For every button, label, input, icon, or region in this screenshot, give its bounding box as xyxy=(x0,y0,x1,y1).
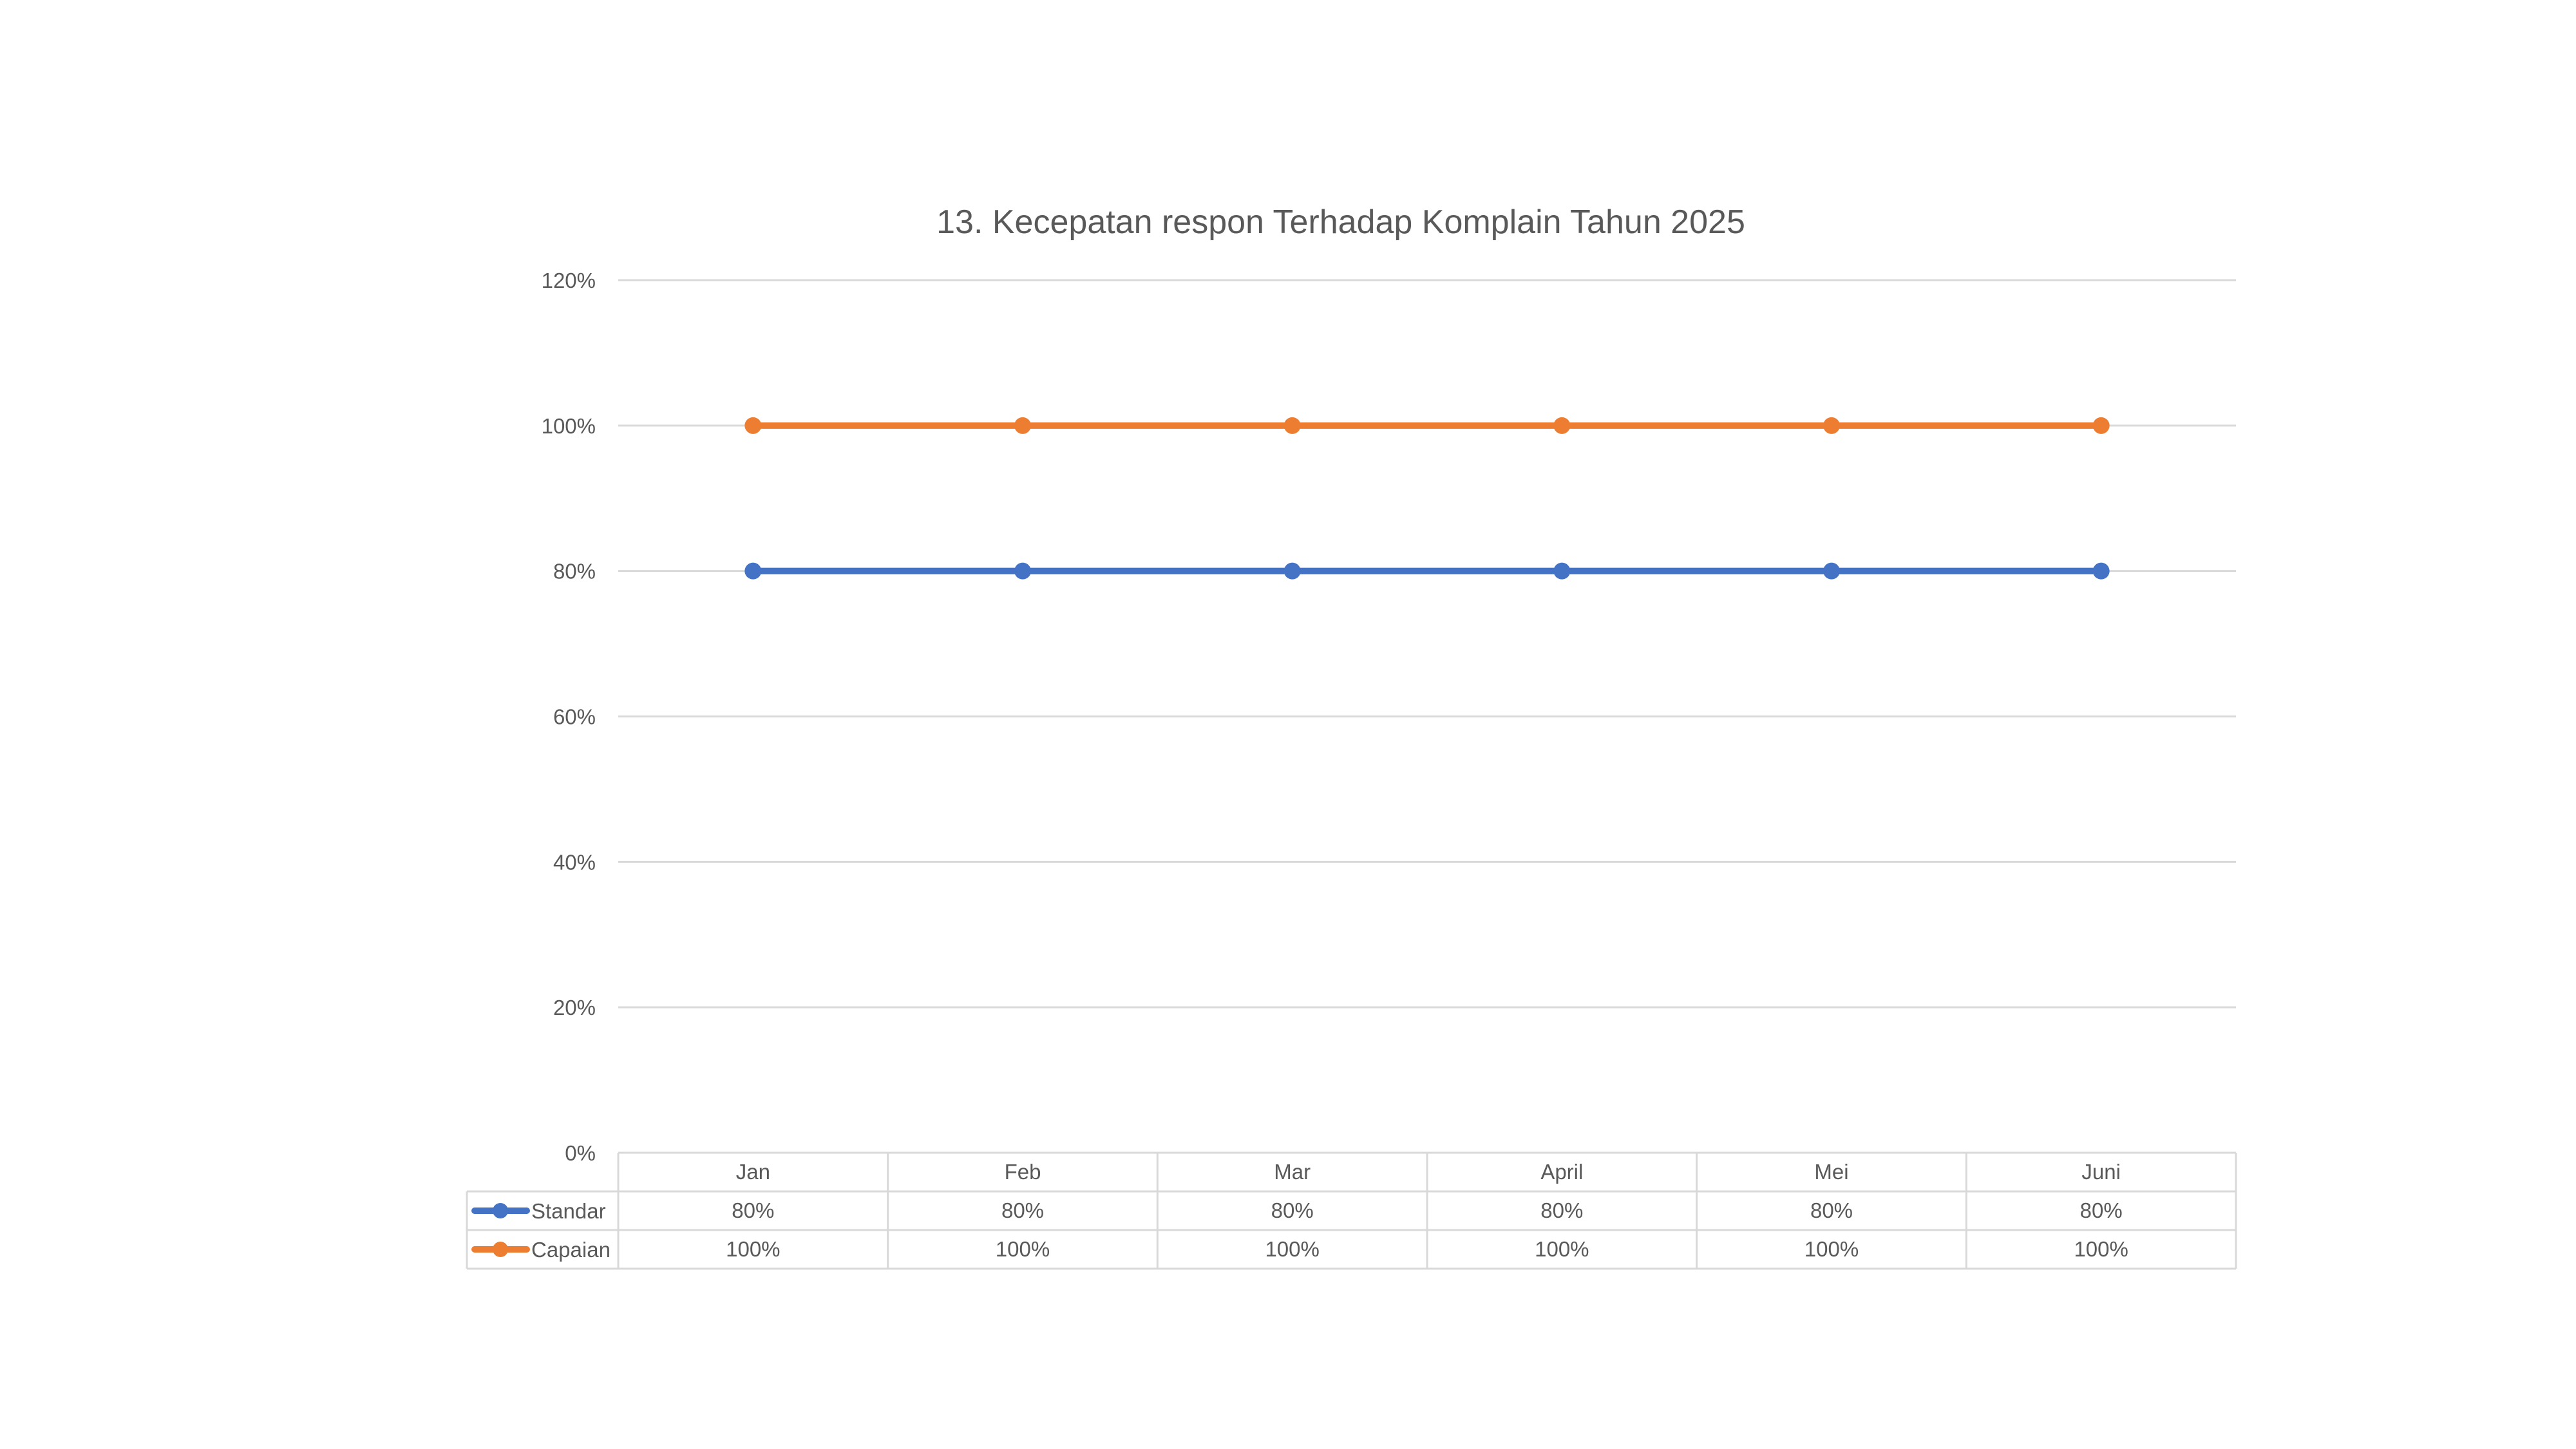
data-table: Jan Feb Mar April Mei Juni Standar 80% 80% 80% 80%… xyxy=(466,1151,2237,1270)
data-value-label: 100% xyxy=(1804,1237,1859,1261)
data-point-marker xyxy=(2092,562,2110,580)
data-point-marker xyxy=(744,562,762,580)
gridlines xyxy=(618,279,2236,1009)
y-tick-label: 0% xyxy=(565,1141,596,1165)
data-value-label: 100% xyxy=(2074,1237,2128,1261)
data-point-marker xyxy=(1553,562,1571,580)
data-point-marker xyxy=(1283,562,1301,580)
data-value-label: 100% xyxy=(1265,1237,1319,1261)
legend-series-name: Standar xyxy=(531,1199,606,1223)
legend-key-marker xyxy=(493,1242,508,1257)
y-tick-label: 120% xyxy=(542,269,596,292)
chart-title: 13. Kecepatan respon Terhadap Komplain T… xyxy=(936,204,1745,241)
y-tick-label: 20% xyxy=(553,996,596,1019)
data-value-label: 80% xyxy=(2080,1198,2123,1222)
data-point-marker xyxy=(1283,417,1301,434)
x-category-label: Juni xyxy=(2081,1160,2121,1184)
legend-series-name: Capaian xyxy=(531,1238,611,1262)
x-category-label: Mar xyxy=(1274,1160,1311,1184)
data-value-label: 100% xyxy=(726,1237,780,1261)
data-point-marker xyxy=(1014,417,1031,434)
data-point-marker xyxy=(1553,417,1571,434)
x-category-label: Feb xyxy=(1005,1160,1041,1184)
y-tick-label: 40% xyxy=(553,850,596,874)
data-value-label: 100% xyxy=(1535,1237,1589,1261)
x-category-label: Mei xyxy=(1814,1160,1848,1184)
y-axis-ticks: 0% 20% 40% 60% 80% 100% 120% xyxy=(542,269,596,1165)
y-tick-label: 60% xyxy=(553,705,596,729)
data-value-label: 80% xyxy=(1810,1198,1853,1222)
data-value-label: 80% xyxy=(1001,1198,1044,1222)
data-value-label: 80% xyxy=(732,1198,774,1222)
legend-key-marker xyxy=(493,1203,508,1218)
data-value-label: 80% xyxy=(1540,1198,1583,1222)
y-tick-label: 100% xyxy=(542,414,596,438)
data-value-label: 80% xyxy=(1271,1198,1314,1222)
y-tick-label: 80% xyxy=(553,560,596,583)
x-category-label: April xyxy=(1540,1160,1583,1184)
series-lines xyxy=(744,417,2110,580)
data-point-marker xyxy=(1823,417,1840,434)
data-point-marker xyxy=(744,417,762,434)
x-category-label: Jan xyxy=(736,1160,770,1184)
data-point-marker xyxy=(2092,417,2110,434)
data-point-marker xyxy=(1823,562,1840,580)
data-value-label: 100% xyxy=(996,1237,1050,1261)
data-point-marker xyxy=(1014,562,1031,580)
